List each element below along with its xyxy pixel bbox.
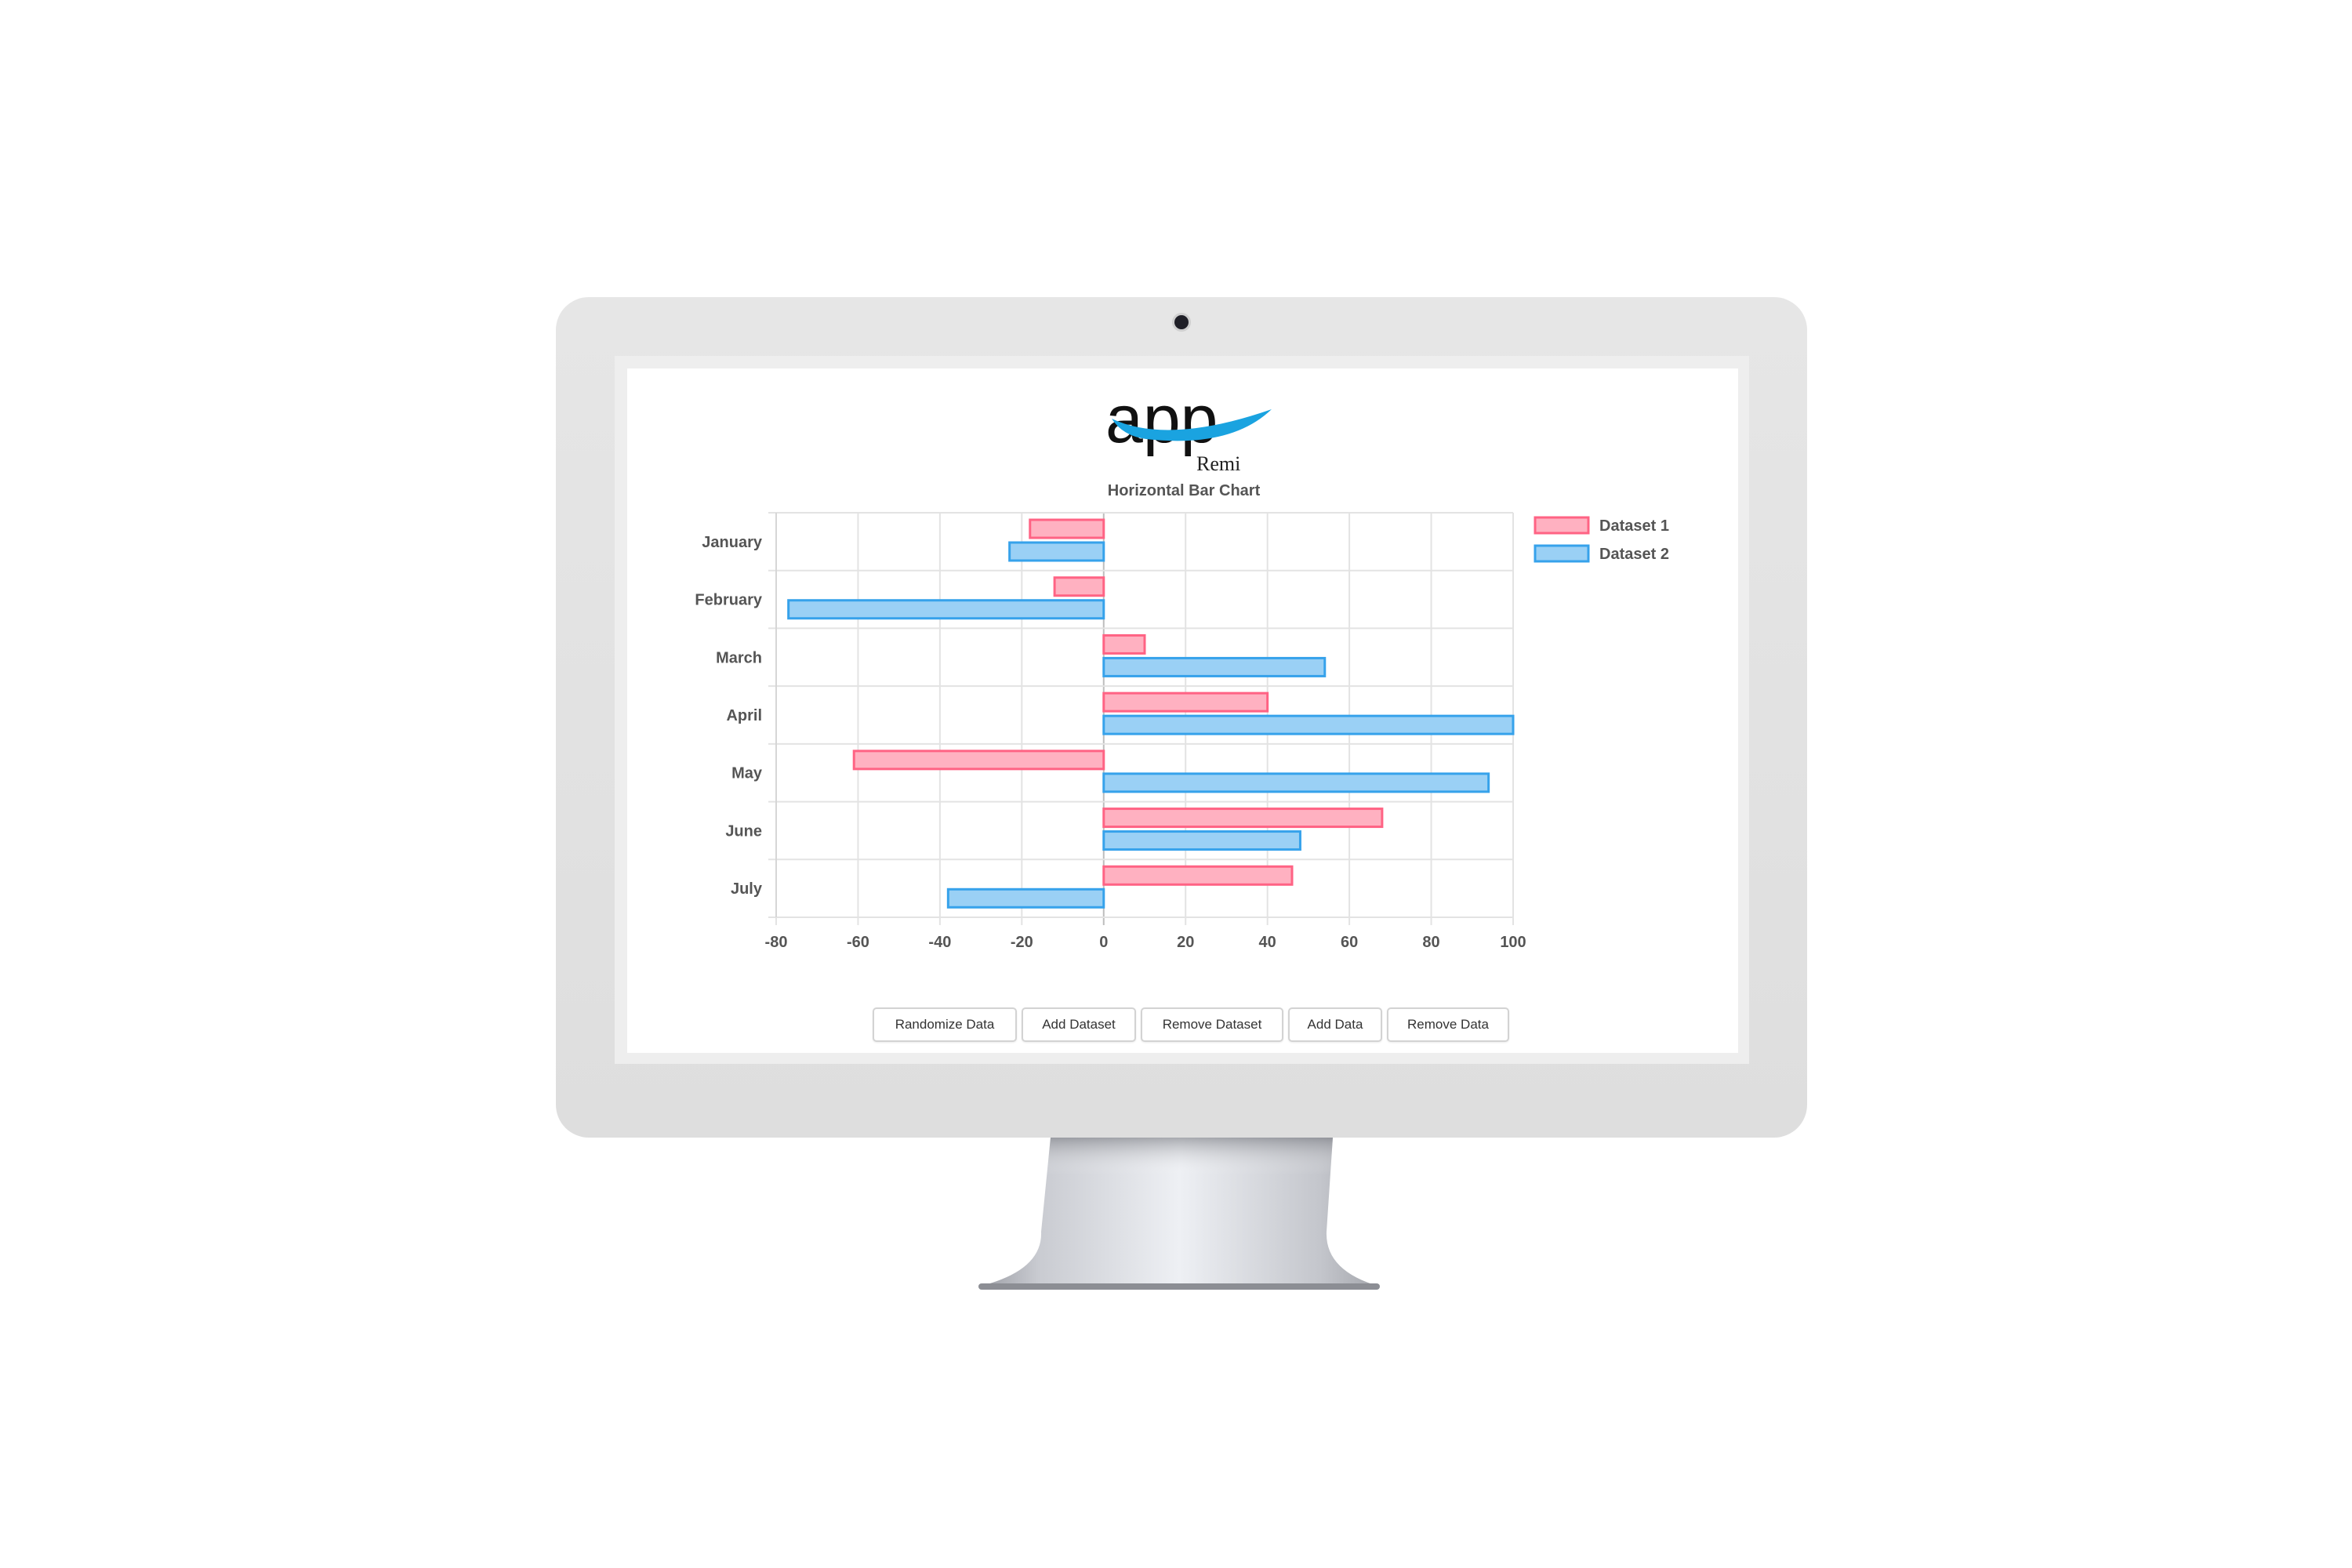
- y-category-label: February: [695, 592, 762, 609]
- y-category-label: June: [725, 822, 762, 840]
- y-category-label: July: [731, 880, 763, 898]
- legend-label-2[interactable]: Dataset 2: [1599, 546, 1669, 563]
- bar-dataset-2-june[interactable]: [1102, 830, 1301, 851]
- bar-dataset-2-july[interactable]: [946, 887, 1105, 909]
- bar-dataset-2-march[interactable]: [1102, 656, 1327, 677]
- x-tick-label: 20: [1177, 934, 1194, 951]
- bar-dataset-1-february[interactable]: [1053, 576, 1105, 597]
- x-tick-label: 60: [1341, 934, 1358, 951]
- x-tick-label: 80: [1422, 934, 1439, 951]
- bar-dataset-2-february[interactable]: [787, 599, 1105, 620]
- legend-swatch-1[interactable]: [1534, 516, 1590, 535]
- randomize-data-button[interactable]: Randomize Data: [873, 1007, 1017, 1042]
- chart-labels: -80 -60 -40 -20 0 20 40 60 80 100 January February M…: [695, 534, 1526, 951]
- y-category-label: January: [702, 534, 763, 551]
- x-tick-label: 0: [1099, 934, 1108, 951]
- bar-dataset-1-may[interactable]: [852, 750, 1105, 771]
- bar-dataset-2-january[interactable]: [1008, 541, 1105, 562]
- y-category-label: May: [731, 765, 763, 782]
- logo-swoosh-icon: [1112, 409, 1272, 441]
- remove-dataset-button[interactable]: Remove Dataset: [1141, 1007, 1283, 1042]
- bar-dataset-1-june[interactable]: [1102, 808, 1384, 829]
- x-tick-label: -80: [765, 934, 788, 951]
- x-tick-label: -60: [847, 934, 869, 951]
- y-category-label: March: [716, 649, 762, 666]
- add-data-button[interactable]: Add Data: [1288, 1007, 1382, 1042]
- chart-legend[interactable]: Dataset 1 Dataset 2: [1534, 516, 1669, 563]
- logo-subtitle: Remi: [1196, 452, 1240, 475]
- bar-dataset-2-may[interactable]: [1102, 772, 1490, 793]
- bar-dataset-2-april[interactable]: [1102, 714, 1515, 735]
- legend-label-1[interactable]: Dataset 1: [1599, 517, 1669, 535]
- bar-dataset-1-april[interactable]: [1102, 691, 1269, 713]
- monitor-stand: [978, 1138, 1380, 1290]
- add-dataset-button[interactable]: Add Dataset: [1022, 1007, 1136, 1042]
- legend-swatch-2[interactable]: [1534, 544, 1590, 563]
- x-tick-label: 40: [1259, 934, 1276, 951]
- chart-title: Horizontal Bar Chart: [1108, 482, 1261, 499]
- chart-bars: [787, 518, 1515, 909]
- chart-controls: Randomize Data Add Dataset Remove Datase…: [862, 1007, 1537, 1045]
- bar-dataset-1-january[interactable]: [1029, 518, 1105, 539]
- x-tick-label: -20: [1011, 934, 1033, 951]
- x-tick-label: 100: [1500, 934, 1526, 951]
- horizontal-bar-chart: -80 -60 -40 -20 0 20 40 60 80 100 January February M…: [695, 482, 1669, 951]
- app-logo: app Remi: [1105, 390, 1272, 475]
- x-tick-label: -40: [928, 934, 951, 951]
- bar-dataset-1-july[interactable]: [1102, 865, 1294, 886]
- webcam: [1174, 315, 1189, 329]
- y-category-label: April: [726, 707, 762, 724]
- bar-dataset-1-march[interactable]: [1102, 633, 1146, 655]
- remove-data-button[interactable]: Remove Data: [1387, 1007, 1509, 1042]
